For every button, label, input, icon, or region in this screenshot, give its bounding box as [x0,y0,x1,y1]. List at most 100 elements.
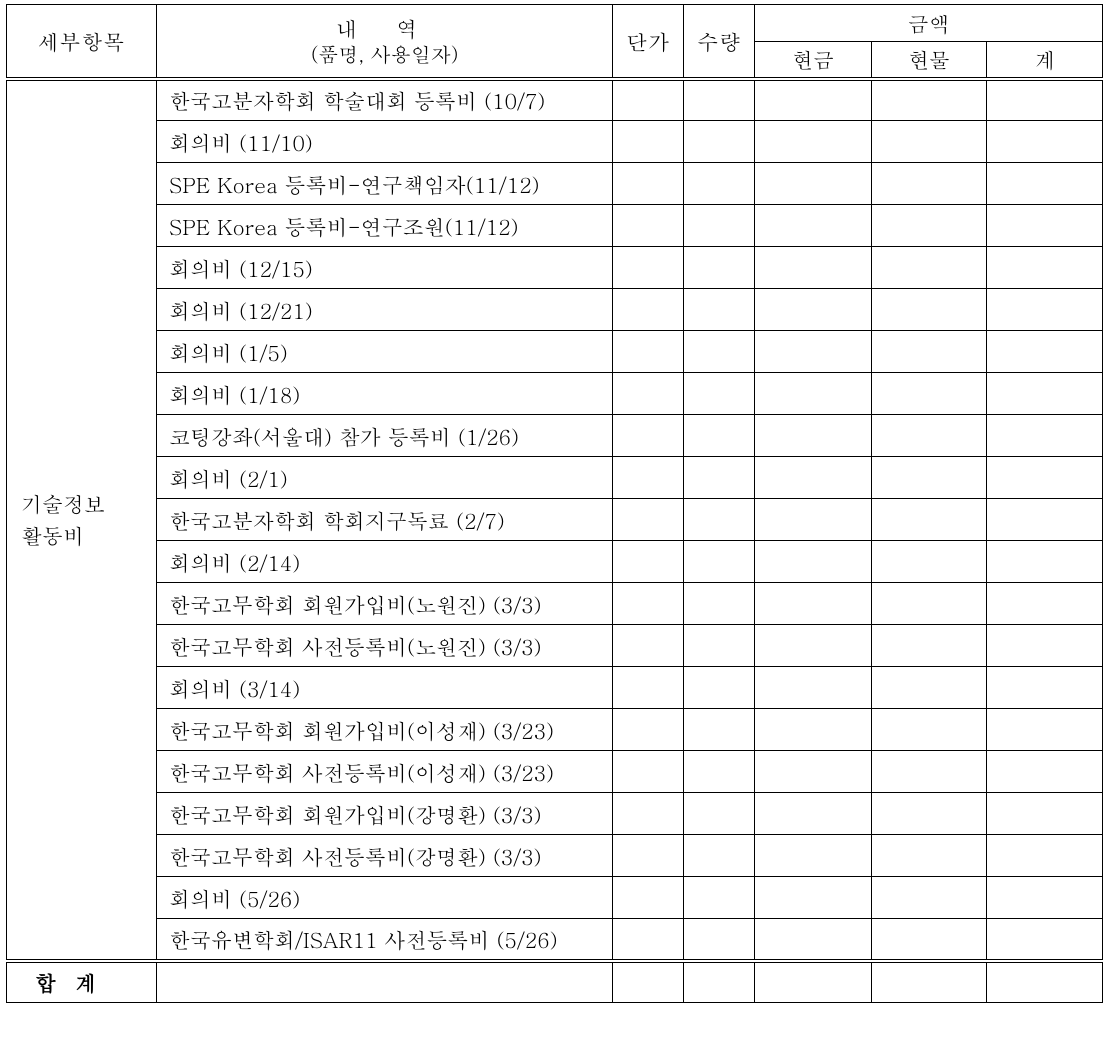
table-row: 코팅강좌(서울대) 참가 등록비 (1/26) [7,415,1103,457]
unit-cell [613,499,684,541]
unit-cell [613,919,684,961]
cash-cell [755,667,872,709]
cash-cell [755,373,872,415]
total-cell [987,499,1103,541]
header-row-1: 세부항목 내 역 (품명, 사용일자) 단가 수량 금액 [7,5,1103,42]
item-cell: 회의비 (2/1) [157,457,613,499]
item-cell: 한국고무학회 회원가입비(노원진) (3/3) [157,583,613,625]
total-cell [987,709,1103,751]
unit-cell [613,835,684,877]
kind-cell [871,415,987,457]
kind-cell [871,751,987,793]
cash-cell [755,751,872,793]
unit-cell [613,163,684,205]
qty-cell [684,793,755,835]
kind-cell [871,625,987,667]
qty-cell [684,667,755,709]
item-cell: 회의비 (12/21) [157,289,613,331]
table-row: 한국고분자학회 학회지구독료 (2/7) [7,499,1103,541]
table-row: 한국유변학회/ISAR11 사전등록비 (5/26) [7,919,1103,961]
kind-cell [871,541,987,583]
kind-cell [871,121,987,163]
qty-cell [684,709,755,751]
kind-cell [871,793,987,835]
table-row: 한국고무학회 회원가입비(이성재) (3/23) [7,709,1103,751]
kind-cell [871,499,987,541]
item-cell: 한국유변학회/ISAR11 사전등록비 (5/26) [157,919,613,961]
header-total: 계 [987,42,1103,79]
cash-cell [755,709,872,751]
category-cell: 기술정보활동비 [7,79,157,961]
unit-cell [613,457,684,499]
kind-cell [871,205,987,247]
kind-cell [871,247,987,289]
unit-cell [613,625,684,667]
total-cell [987,877,1103,919]
total-cell [987,415,1103,457]
item-cell: 한국고무학회 사전등록비(노원진) (3/3) [157,625,613,667]
total-cell [987,289,1103,331]
qty-cell [684,835,755,877]
table-row: SPE Korea 등록비-연구책임자(11/12) [7,163,1103,205]
header-qty: 수량 [684,5,755,79]
cash-cell [755,289,872,331]
unit-cell [613,331,684,373]
table-row: 회의비 (1/5) [7,331,1103,373]
cash-cell [755,919,872,961]
unit-cell [613,289,684,331]
item-cell: 회의비 (1/18) [157,373,613,415]
cash-cell [755,499,872,541]
item-cell: 회의비 (12/15) [157,247,613,289]
kind-cell [871,163,987,205]
header-item-sub: (품명, 사용일자) [158,41,611,66]
cash-cell [755,415,872,457]
cash-cell [755,331,872,373]
header-unit: 단가 [613,5,684,79]
unit-cell [613,793,684,835]
kind-cell [871,667,987,709]
cash-cell [755,541,872,583]
unit-cell [613,667,684,709]
qty-cell [684,289,755,331]
qty-cell [684,625,755,667]
cash-cell [755,583,872,625]
unit-cell [613,415,684,457]
kind-cell [871,331,987,373]
kind-cell [871,457,987,499]
table-row: 기술정보활동비한국고분자학회 학술대회 등록비 (10/7) [7,79,1103,121]
total-cell [987,121,1103,163]
qty-cell [684,583,755,625]
unit-cell [613,877,684,919]
expense-table: 세부항목 내 역 (품명, 사용일자) 단가 수량 금액 현금 현물 계 기술정… [6,4,1103,1003]
total-cell [987,373,1103,415]
cash-cell [755,457,872,499]
qty-cell [684,541,755,583]
footer-qty [684,961,755,1003]
total-cell [987,835,1103,877]
cash-cell [755,79,872,121]
header-amount-group: 금액 [755,5,1103,42]
unit-cell [613,751,684,793]
footer-row: 합 계 [7,961,1103,1003]
header-in-kind: 현물 [871,42,987,79]
table-row: 회의비 (2/1) [7,457,1103,499]
header-cash: 현금 [755,42,872,79]
kind-cell [871,373,987,415]
unit-cell [613,373,684,415]
kind-cell [871,289,987,331]
unit-cell [613,247,684,289]
item-cell: 한국고무학회 회원가입비(이성재) (3/23) [157,709,613,751]
unit-cell [613,121,684,163]
total-cell [987,919,1103,961]
total-cell [987,331,1103,373]
item-cell: 회의비 (5/26) [157,877,613,919]
table-row: 한국고무학회 사전등록비(이성재) (3/23) [7,751,1103,793]
qty-cell [684,919,755,961]
total-cell [987,667,1103,709]
qty-cell [684,373,755,415]
table-row: 회의비 (2/14) [7,541,1103,583]
table-row: 한국고무학회 사전등록비(강명환) (3/3) [7,835,1103,877]
footer-in-kind [871,961,987,1003]
cash-cell [755,793,872,835]
qty-cell [684,247,755,289]
